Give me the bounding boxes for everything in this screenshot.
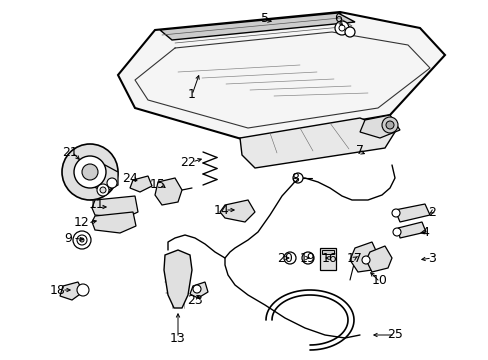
Polygon shape bbox=[155, 178, 182, 205]
Circle shape bbox=[292, 173, 303, 183]
Text: 22: 22 bbox=[180, 156, 196, 168]
Circle shape bbox=[345, 27, 354, 37]
Polygon shape bbox=[90, 165, 118, 192]
Polygon shape bbox=[190, 282, 207, 298]
Circle shape bbox=[73, 231, 91, 249]
Text: 13: 13 bbox=[170, 332, 185, 345]
Circle shape bbox=[385, 121, 393, 129]
Circle shape bbox=[62, 144, 118, 200]
Text: 2: 2 bbox=[427, 206, 435, 219]
Text: 1: 1 bbox=[188, 89, 196, 102]
Text: 20: 20 bbox=[277, 252, 292, 265]
Text: 11: 11 bbox=[89, 198, 104, 211]
Text: 15: 15 bbox=[150, 179, 165, 192]
Circle shape bbox=[80, 238, 84, 242]
Polygon shape bbox=[92, 212, 136, 233]
Polygon shape bbox=[220, 200, 254, 222]
Polygon shape bbox=[359, 115, 399, 138]
Text: 16: 16 bbox=[322, 252, 337, 265]
Text: 10: 10 bbox=[371, 274, 387, 287]
Polygon shape bbox=[349, 242, 377, 272]
Circle shape bbox=[77, 284, 89, 296]
Polygon shape bbox=[160, 13, 354, 40]
Text: 8: 8 bbox=[290, 171, 298, 184]
Circle shape bbox=[391, 209, 399, 217]
Polygon shape bbox=[240, 118, 394, 168]
Bar bbox=[321, 250, 333, 254]
Circle shape bbox=[302, 252, 313, 264]
Text: 4: 4 bbox=[420, 225, 428, 238]
Text: 9: 9 bbox=[64, 231, 72, 244]
Circle shape bbox=[361, 256, 369, 264]
Polygon shape bbox=[397, 222, 425, 238]
Text: 7: 7 bbox=[355, 144, 363, 157]
Text: 12: 12 bbox=[74, 216, 90, 229]
Text: 6: 6 bbox=[333, 12, 341, 24]
Polygon shape bbox=[92, 196, 138, 218]
Circle shape bbox=[82, 164, 98, 180]
Polygon shape bbox=[60, 282, 83, 300]
Text: 23: 23 bbox=[187, 293, 203, 306]
Text: 24: 24 bbox=[122, 171, 138, 184]
Polygon shape bbox=[118, 12, 444, 140]
Circle shape bbox=[334, 21, 348, 35]
Circle shape bbox=[381, 117, 397, 133]
Text: 17: 17 bbox=[346, 252, 362, 265]
Polygon shape bbox=[163, 250, 192, 308]
Circle shape bbox=[284, 252, 295, 264]
Polygon shape bbox=[365, 246, 391, 272]
Circle shape bbox=[193, 285, 201, 293]
Circle shape bbox=[392, 228, 400, 236]
Text: 18: 18 bbox=[50, 284, 66, 297]
Circle shape bbox=[74, 156, 106, 188]
Bar bbox=[319, 248, 335, 270]
Text: 25: 25 bbox=[386, 328, 402, 342]
Circle shape bbox=[338, 25, 345, 31]
Circle shape bbox=[107, 178, 117, 188]
Text: 21: 21 bbox=[62, 145, 78, 158]
Text: 14: 14 bbox=[214, 203, 229, 216]
Circle shape bbox=[77, 235, 87, 245]
Circle shape bbox=[97, 184, 109, 196]
Text: 3: 3 bbox=[427, 252, 435, 265]
Polygon shape bbox=[130, 176, 152, 192]
Text: 19: 19 bbox=[300, 252, 315, 265]
Circle shape bbox=[100, 187, 106, 193]
Polygon shape bbox=[394, 204, 429, 222]
Text: 5: 5 bbox=[261, 12, 268, 24]
